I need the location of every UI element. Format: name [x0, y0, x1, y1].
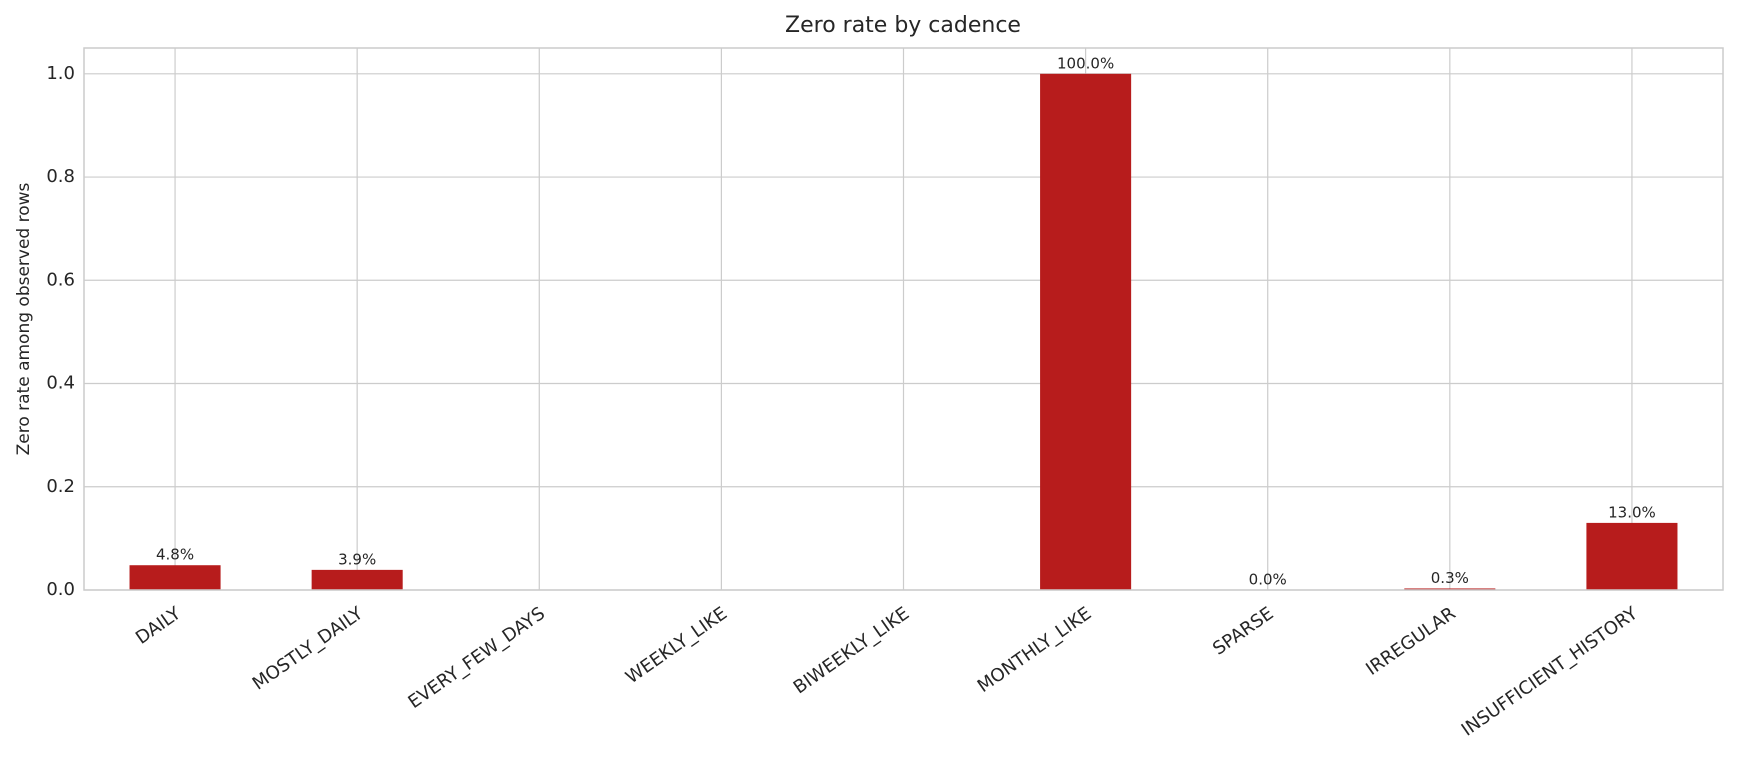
- y-tick-label: 0.8: [46, 166, 75, 187]
- value-label: 3.9%: [338, 550, 376, 568]
- bar: [1404, 588, 1496, 590]
- plot-frame: [83, 47, 1724, 591]
- value-label: 13.0%: [1608, 503, 1656, 521]
- value-label: 0.3%: [1431, 569, 1469, 587]
- y-tick-label: 0.6: [46, 269, 75, 290]
- y-tick-label: 0.4: [46, 373, 75, 394]
- value-label: 0.0%: [1249, 571, 1287, 589]
- bar: [311, 569, 403, 590]
- y-tick-label: 0.2: [46, 476, 75, 497]
- y-axis-label: Zero rate among observed rows: [14, 182, 34, 455]
- value-label: 4.8%: [156, 546, 194, 564]
- y-tick-label: 1.0: [46, 63, 75, 84]
- bar: [1586, 522, 1678, 590]
- bar: [129, 565, 221, 590]
- y-tick-label: 0.0: [46, 579, 75, 600]
- value-label: 100.0%: [1057, 54, 1114, 72]
- bar: [1040, 73, 1132, 591]
- chart-title: Zero rate by cadence: [785, 13, 1021, 38]
